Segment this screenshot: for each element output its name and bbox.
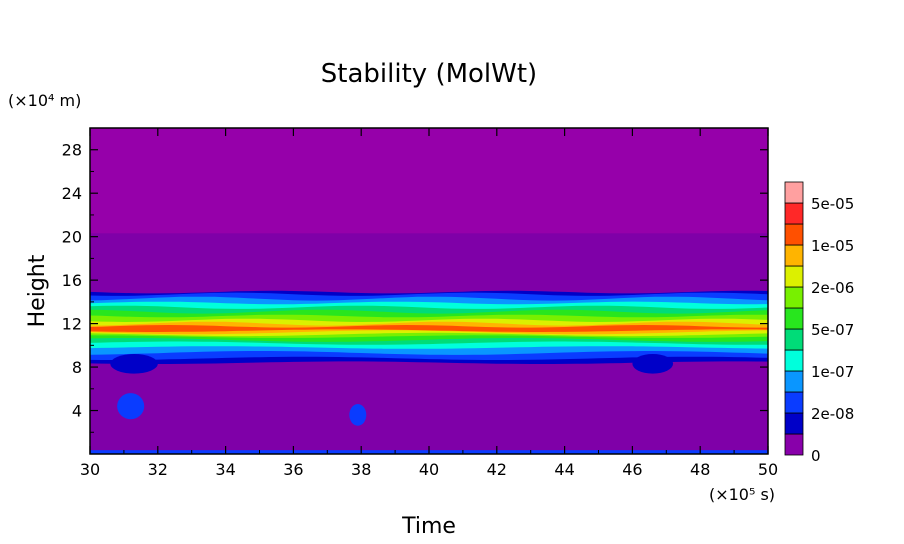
colorbar-tick-label: 1e-05 — [811, 237, 854, 255]
y-axis-label: Height — [25, 254, 50, 327]
y-tick-label: 24 — [62, 184, 82, 203]
y-tick-label: 28 — [62, 141, 82, 160]
y-tick-label: 4 — [72, 402, 82, 421]
colorbar-swatch — [784, 244, 804, 267]
colorbar-tick-label: 5e-07 — [811, 321, 854, 339]
x-axis: 30 32 34 36 38 40 42 44 46 48 50 — [80, 128, 778, 479]
x-tick-label: 46 — [622, 460, 642, 479]
colorbar-swatch — [784, 328, 804, 351]
colorbar-tick-label: 0 — [811, 447, 821, 465]
feature-bulge-2 — [632, 354, 674, 374]
feature-bulge-1 — [110, 354, 158, 374]
colorbar-swatch — [784, 391, 804, 414]
colorbar-tick-label: 1e-07 — [811, 363, 854, 381]
band-lower-region — [90, 361, 768, 454]
colorbar-swatch — [784, 349, 804, 372]
y-tick-label: 8 — [72, 358, 82, 377]
y-axis-unit-label: (×10⁴ m) — [8, 91, 81, 110]
y-tick-label: 12 — [62, 315, 82, 334]
colorbar-swatch — [784, 286, 804, 309]
y-axis: 4 8 12 16 20 24 28 — [62, 141, 768, 433]
colorbar-swatch — [784, 370, 804, 393]
feature-low-stability-patch-2 — [349, 404, 367, 426]
x-tick-label: 50 — [758, 460, 778, 479]
colorbar-swatch — [784, 223, 804, 246]
x-tick-label: 36 — [283, 460, 303, 479]
x-tick-label: 44 — [554, 460, 574, 479]
band-layer-2e-05 — [90, 325, 768, 332]
x-tick-label: 32 — [148, 460, 168, 479]
colorbar-swatch — [784, 265, 804, 288]
colorbar-swatch — [784, 181, 804, 204]
x-tick-label: 48 — [690, 460, 710, 479]
plot-area — [90, 128, 768, 454]
colorbar-swatch — [784, 433, 804, 456]
chart-title: Stability (MolWt) — [321, 59, 537, 89]
colorbar-swatch — [784, 307, 804, 330]
x-tick-label: 34 — [215, 460, 235, 479]
x-tick-label: 42 — [487, 460, 507, 479]
y-tick-label: 16 — [62, 271, 82, 290]
band-upper-mid-region — [90, 233, 768, 291]
y-tick-label: 20 — [62, 228, 82, 247]
x-tick-label: 40 — [419, 460, 439, 479]
x-tick-label: 30 — [80, 460, 100, 479]
x-tick-label: 38 — [351, 460, 371, 479]
colorbar-tick-label: 2e-06 — [811, 279, 854, 297]
colorbar-tick-label: 2e-08 — [811, 405, 854, 423]
x-axis-unit-label: (×10⁵ s) — [709, 485, 775, 504]
feature-low-stability-patch-1 — [117, 393, 145, 420]
colorbar-swatch — [784, 202, 804, 225]
colorbar-tick-label: 5e-05 — [811, 195, 854, 213]
colorbar-swatch — [784, 412, 804, 435]
x-axis-label: Time — [401, 514, 456, 539]
colorbar: 0 2e-08 1e-07 5e-07 2e-06 1e-05 5e-05 — [784, 181, 854, 465]
band-upper-region — [90, 128, 768, 234]
